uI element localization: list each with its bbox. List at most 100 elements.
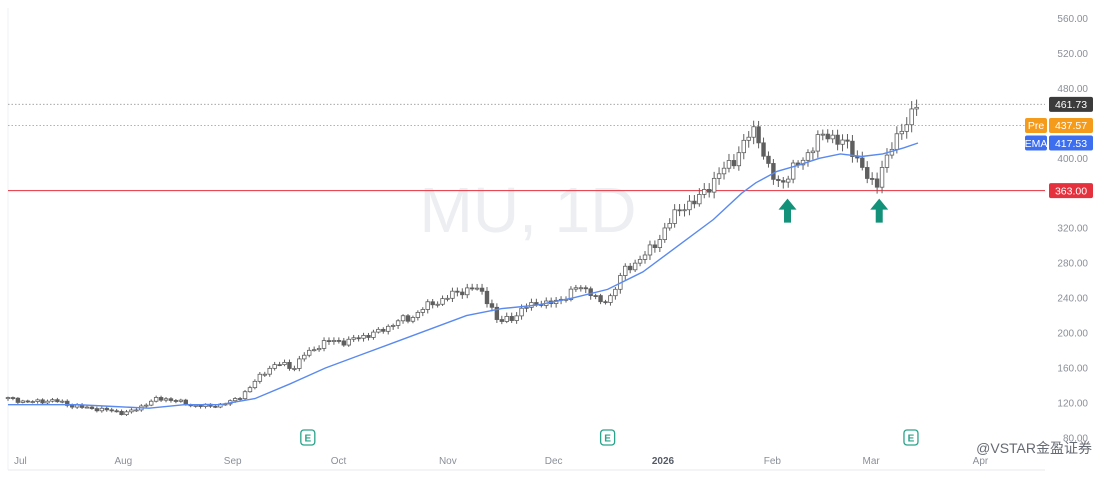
candle-body (440, 298, 445, 305)
earnings-badge (300, 429, 316, 446)
candle-body (124, 411, 129, 416)
x-tick-label: Oct (331, 456, 347, 467)
candle-body (766, 155, 771, 164)
candle-body (667, 223, 672, 229)
candle-body (15, 397, 21, 403)
x-tick-label: Feb (764, 456, 782, 467)
candle-body (904, 124, 909, 132)
candle-body (746, 136, 751, 141)
candle-body (603, 301, 608, 304)
candle-body (292, 368, 297, 370)
level-label-box (1025, 117, 1047, 133)
candle-body (786, 178, 791, 183)
candle-body (736, 152, 742, 167)
candle-body (341, 340, 346, 346)
candle-body (805, 152, 811, 161)
candle-body (119, 410, 124, 416)
candle-body (494, 306, 500, 320)
candle-body (469, 287, 475, 290)
candle-body (30, 401, 35, 403)
candle-body (45, 400, 50, 404)
candle-body (213, 405, 218, 408)
level-label-text: Pre (1028, 120, 1045, 132)
candle-body (865, 167, 870, 179)
candle-body (845, 139, 850, 142)
candle-body (252, 380, 258, 389)
candle-body (761, 142, 766, 157)
candle-body (682, 209, 687, 212)
candle-body (302, 354, 307, 360)
candle-body (524, 306, 529, 309)
earnings-event-icon[interactable]: E (300, 429, 316, 446)
candle-body (40, 399, 45, 404)
level-value-box (1049, 183, 1093, 199)
candle-body (662, 227, 667, 241)
candle-body (642, 254, 648, 260)
candle-body (420, 309, 425, 313)
level-label-text: EMA (1025, 138, 1048, 150)
candle-body (99, 407, 105, 412)
candle-body (716, 173, 722, 179)
candle-body (386, 325, 391, 332)
candle-body (282, 361, 287, 366)
earnings-event-icon[interactable]: E (903, 429, 919, 446)
x-tick-label: Nov (439, 456, 457, 467)
candle-body (178, 399, 184, 402)
candle-body (65, 400, 70, 406)
candle-body (632, 262, 638, 271)
candle-body (869, 178, 875, 180)
level-value-text: 461.73 (1055, 99, 1087, 111)
candle-body (756, 126, 761, 144)
candle-body (89, 406, 95, 409)
candle-body (425, 301, 430, 310)
candle-body (514, 315, 519, 321)
x-tick-label: Dec (545, 456, 563, 467)
candle-body (687, 200, 692, 211)
candle-body (134, 409, 139, 412)
candle-body (316, 347, 322, 351)
candle-body (346, 338, 351, 346)
y-tick-label: 200.00 (1057, 329, 1088, 340)
candle-body (430, 301, 435, 306)
candle-body (445, 297, 450, 300)
candle-body (628, 265, 633, 271)
candle-body (104, 407, 109, 411)
candle-body (741, 139, 746, 154)
candle-body (336, 340, 342, 342)
candle-body (173, 400, 179, 402)
candle-body (198, 404, 203, 407)
price-level-tags: 461.73 437.57 Pre 417.53 EMA 363.00 (1025, 96, 1093, 199)
x-tick-label: 2026 (652, 456, 675, 467)
candle-body (534, 302, 539, 305)
candle-body (435, 303, 440, 306)
y-tick-label: 80.00 (1063, 433, 1088, 444)
candle-body (400, 315, 406, 322)
candle-body (499, 319, 505, 322)
earnings-badge (903, 429, 919, 446)
candle-body (242, 391, 248, 400)
candle-body (237, 398, 243, 400)
level-value-text: 437.57 (1055, 120, 1087, 132)
candle-body (193, 404, 198, 407)
y-tick-label: 400.00 (1057, 154, 1088, 165)
candle-body (771, 163, 776, 180)
candle-body (455, 290, 460, 293)
candle-body (25, 400, 30, 403)
candle-body (371, 331, 376, 338)
candle-body (376, 328, 381, 333)
candle-body (815, 134, 821, 152)
level-value-text: 363.00 (1055, 185, 1087, 197)
candle-body (20, 400, 26, 403)
candle-body (326, 340, 332, 342)
candle-body (608, 295, 613, 303)
earnings-event-icon[interactable]: E (599, 429, 616, 446)
level-label-box (1025, 135, 1047, 151)
candle-body (850, 140, 855, 157)
symbol-watermark: MU, 1D (420, 174, 637, 246)
candle-body (262, 373, 267, 376)
candle-body (153, 397, 159, 402)
candle-body (84, 406, 90, 409)
candle-body (267, 367, 272, 375)
candle-body (50, 399, 55, 402)
